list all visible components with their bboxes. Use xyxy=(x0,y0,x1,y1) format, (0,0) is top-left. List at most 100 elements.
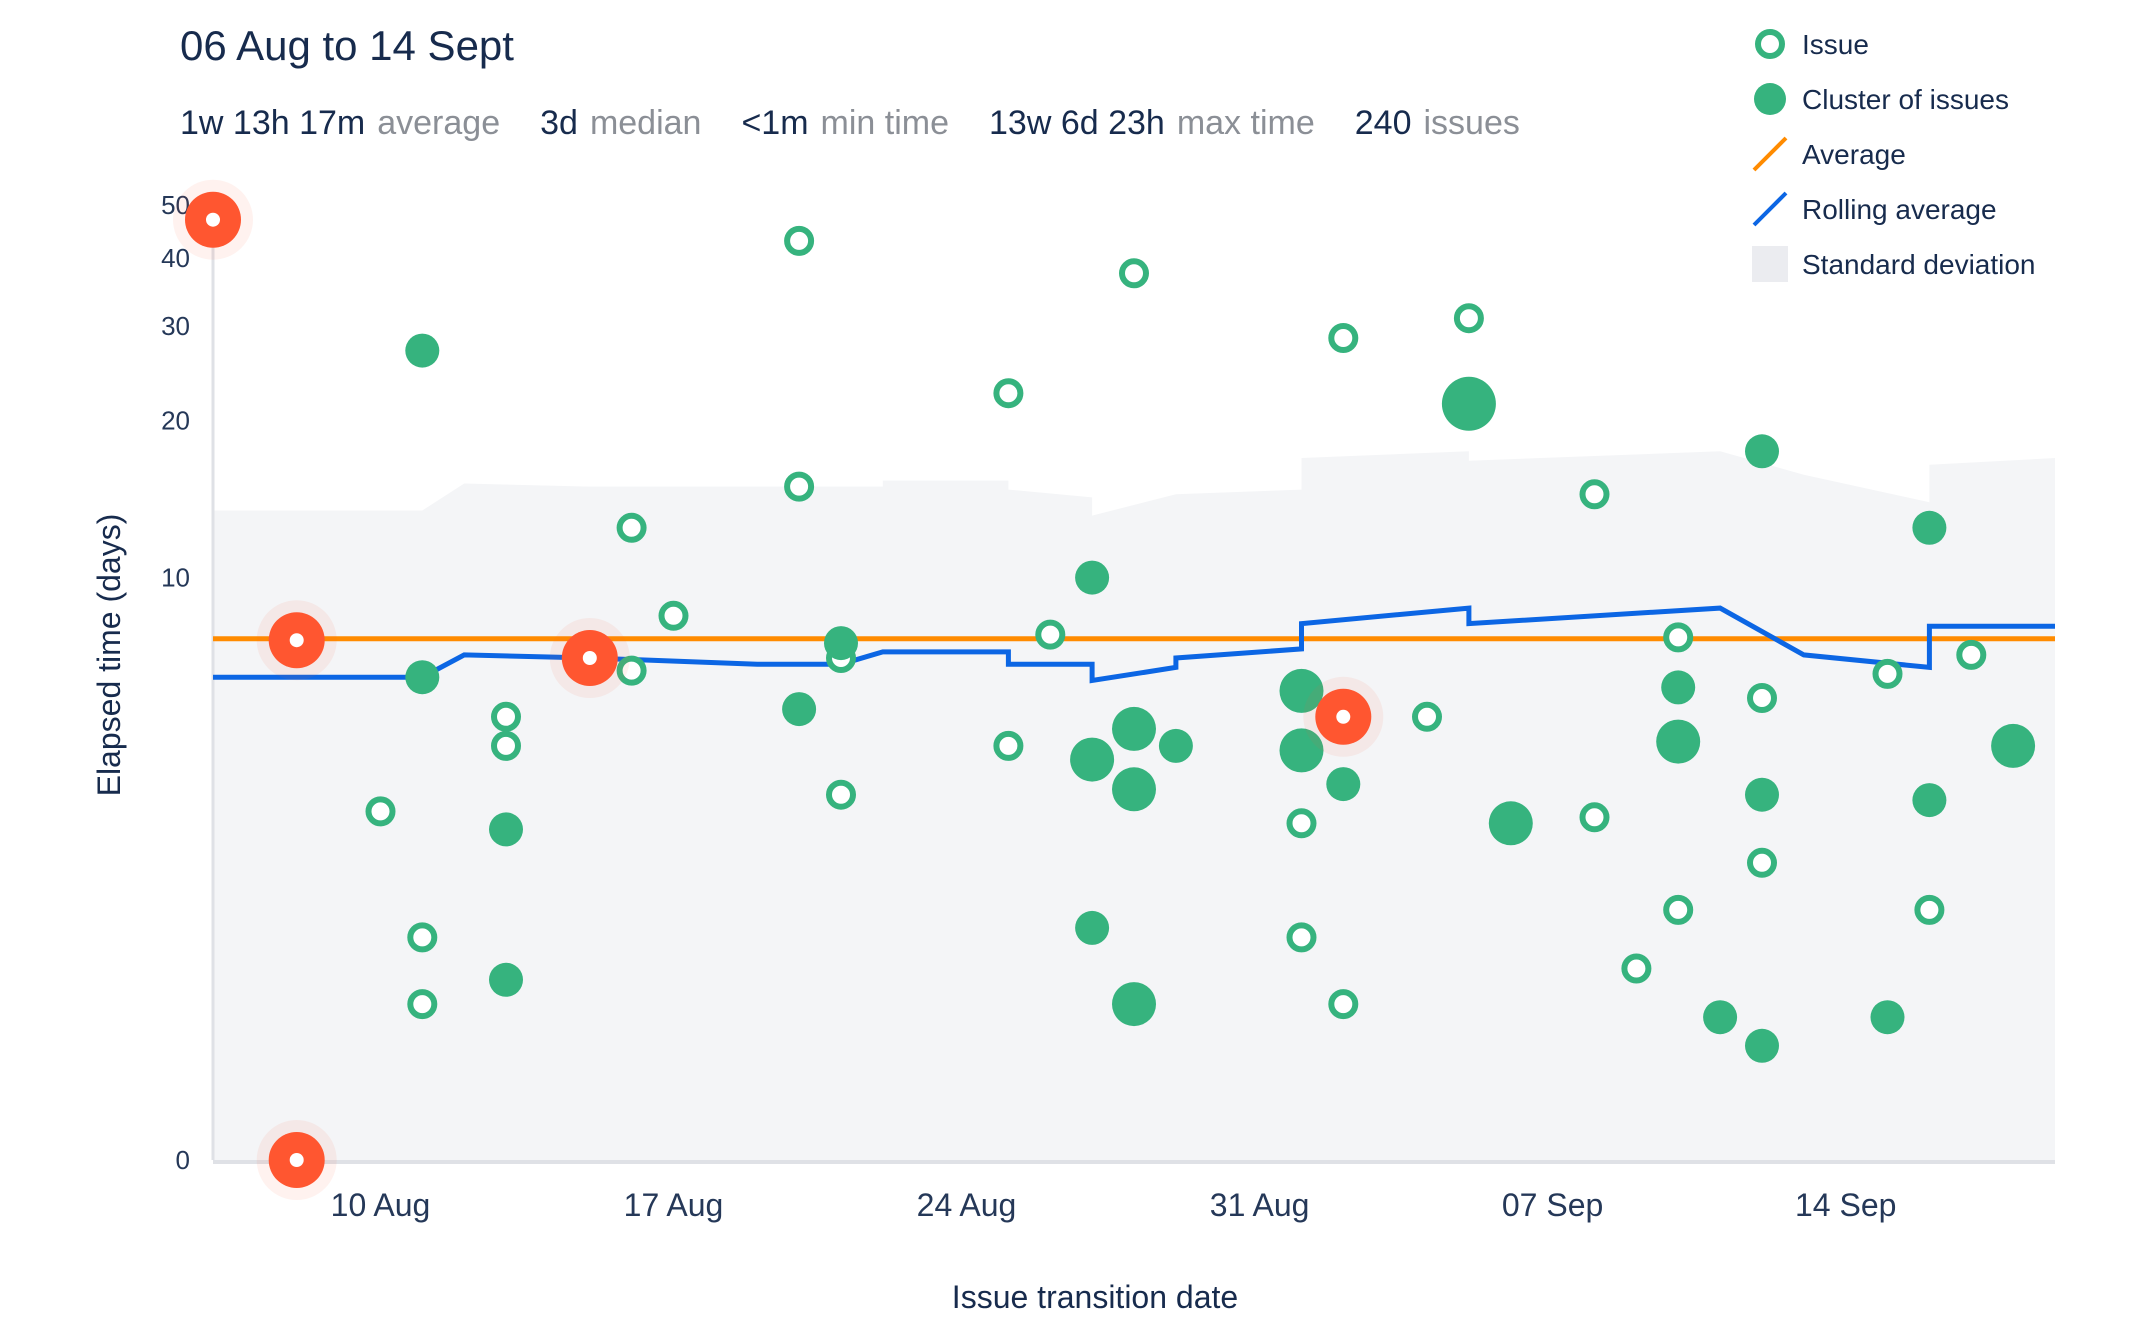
stat-item: 240 issues xyxy=(1355,104,1520,142)
cluster-point[interactable] xyxy=(405,333,440,368)
cluster-point[interactable] xyxy=(1279,668,1324,713)
issue-point[interactable] xyxy=(616,655,647,686)
stat-label: median xyxy=(590,104,702,142)
cluster-point[interactable] xyxy=(1441,376,1496,431)
issue-point[interactable] xyxy=(826,779,856,810)
y-tick-label: 0 xyxy=(176,1145,190,1175)
issue-point[interactable] xyxy=(1914,894,1945,925)
x-tick-label: 14 Sep xyxy=(1795,1187,1896,1223)
cluster-point[interactable] xyxy=(1991,723,2036,768)
cluster-point[interactable] xyxy=(824,626,858,661)
cluster-point[interactable] xyxy=(1112,767,1156,812)
stat-label: issues xyxy=(1423,104,1519,142)
cluster-points xyxy=(405,333,2036,1063)
highlighted-point[interactable] xyxy=(549,618,630,698)
issue-point[interactable] xyxy=(1747,683,1777,713)
cluster-point[interactable] xyxy=(782,692,817,727)
stat-item: <1m min time xyxy=(741,104,949,142)
cluster-point[interactable] xyxy=(1158,728,1193,763)
stat-value: <1m xyxy=(741,104,808,142)
cluster-point[interactable] xyxy=(1870,1000,1905,1035)
highlighted-points xyxy=(173,179,1384,1200)
issue-point[interactable] xyxy=(658,600,689,631)
issue-point[interactable] xyxy=(1956,639,1987,670)
issue-point[interactable] xyxy=(1663,622,1694,653)
cluster-point[interactable] xyxy=(1745,1028,1779,1063)
x-tick-label: 24 Aug xyxy=(917,1187,1017,1223)
x-axis-title: Issue transition date xyxy=(952,1279,1238,1315)
cluster-point[interactable] xyxy=(1912,783,1947,818)
cluster-point[interactable] xyxy=(1326,767,1361,802)
issue-point[interactable] xyxy=(1035,619,1066,650)
x-axis-ticks: 10 Aug 17 Aug 24 Aug 31 Aug 07 Sep 14 Sep xyxy=(331,1187,1897,1223)
legend-label: Standard deviation xyxy=(1802,249,2036,280)
issue-point[interactable] xyxy=(1286,922,1317,953)
issue-point[interactable] xyxy=(491,730,521,761)
stat-label: min time xyxy=(821,104,949,142)
legend-label: Average xyxy=(1802,139,1906,170)
legend-label: Issue xyxy=(1802,29,1869,60)
issue-point[interactable] xyxy=(1747,847,1777,878)
legend: Issue Cluster of issues Average Rolling ave… xyxy=(1752,29,2036,282)
cluster-point[interactable] xyxy=(1661,670,1696,705)
issue-point[interactable] xyxy=(993,730,1024,761)
issue-point[interactable] xyxy=(1663,894,1694,925)
cluster-point[interactable] xyxy=(1070,737,1115,782)
summary-stats: 1w 13h 17m average 3d median <1m min time 13w … xyxy=(180,104,1520,142)
stddev-swatch-icon xyxy=(1752,246,1788,282)
stat-value: 3d xyxy=(540,104,578,142)
y-axis-title: Elapsed time (days) xyxy=(91,514,127,797)
issue-point[interactable] xyxy=(365,796,396,827)
cluster-point[interactable] xyxy=(405,660,440,695)
issue-point[interactable] xyxy=(1621,953,1652,984)
cluster-point[interactable] xyxy=(1075,560,1110,595)
legend-label: Cluster of issues xyxy=(1802,84,2009,115)
stat-value: 240 xyxy=(1355,104,1412,142)
legend-item: Average xyxy=(1752,136,1906,172)
cluster-point[interactable] xyxy=(1912,510,1947,545)
legend-label: Rolling average xyxy=(1802,194,1997,225)
legend-item: Standard deviation xyxy=(1752,246,2036,282)
highlighted-point[interactable] xyxy=(256,1120,337,1200)
cluster-point[interactable] xyxy=(1075,910,1110,945)
issue-point[interactable] xyxy=(1872,658,1903,689)
issue-point[interactable] xyxy=(784,471,815,502)
cluster-point[interactable] xyxy=(1112,706,1156,751)
rolling-line-icon xyxy=(1752,191,1788,227)
issue-point[interactable] xyxy=(491,701,521,732)
issue-point[interactable] xyxy=(993,378,1024,409)
cluster-point[interactable] xyxy=(489,812,523,847)
highlighted-point[interactable] xyxy=(1303,676,1384,757)
issue-point[interactable] xyxy=(1453,303,1484,334)
issue-point[interactable] xyxy=(1579,802,1610,833)
issue-point[interactable] xyxy=(1579,479,1610,510)
issue-point[interactable] xyxy=(407,989,438,1020)
issue-point[interactable] xyxy=(1286,808,1317,839)
y-axis-ticks: 0 10 20 30 40 50 xyxy=(161,190,190,1175)
highlighted-point[interactable] xyxy=(173,179,253,260)
y-tick-label: 50 xyxy=(161,190,190,220)
issue-point[interactable] xyxy=(784,225,815,256)
legend-item: Rolling average xyxy=(1752,191,1997,227)
cluster-point[interactable] xyxy=(1703,1000,1738,1035)
stat-label: max time xyxy=(1177,104,1315,142)
cluster-point[interactable] xyxy=(489,962,523,997)
issue-points xyxy=(365,225,1987,1020)
cluster-point[interactable] xyxy=(1745,434,1779,469)
issue-point[interactable] xyxy=(1328,989,1359,1020)
y-tick-label: 40 xyxy=(161,243,190,273)
cluster-point[interactable] xyxy=(1112,982,1156,1027)
issue-point[interactable] xyxy=(1119,258,1149,289)
issue-point[interactable] xyxy=(1328,323,1359,353)
cluster-point[interactable] xyxy=(1279,728,1324,773)
issue-point[interactable] xyxy=(616,512,647,543)
issue-point[interactable] xyxy=(1412,701,1442,732)
cluster-point[interactable] xyxy=(1488,801,1533,846)
cluster-point[interactable] xyxy=(1745,777,1779,812)
highlighted-point[interactable] xyxy=(256,600,337,681)
cluster-dot-icon xyxy=(1754,83,1786,115)
cluster-point[interactable] xyxy=(1656,719,1701,764)
issue-point[interactable] xyxy=(407,922,438,953)
stat-value: 1w 13h 17m xyxy=(180,104,365,142)
